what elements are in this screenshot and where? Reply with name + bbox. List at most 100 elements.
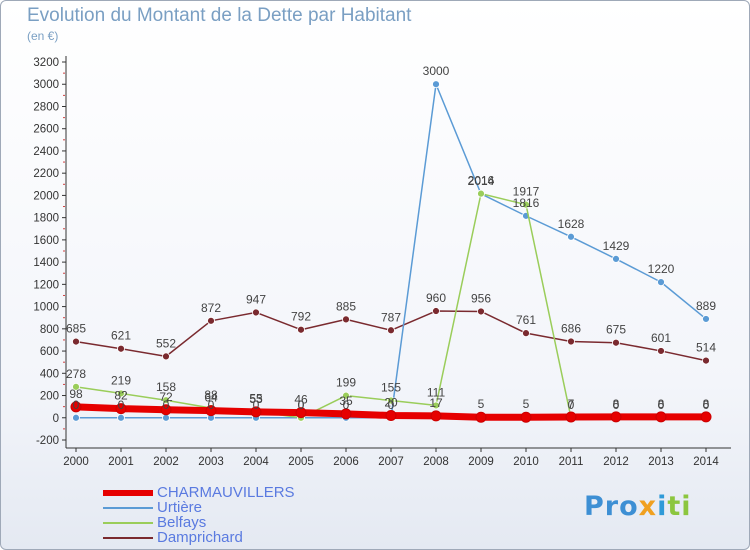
data-label-1: 0 <box>208 398 215 412</box>
data-label-1: 0 <box>343 398 350 412</box>
series-point-0 <box>475 411 487 423</box>
series-point-1 <box>567 232 575 241</box>
data-label-0: 8 <box>703 397 710 411</box>
series-point-0 <box>610 411 622 423</box>
data-label-3: 956 <box>471 291 491 305</box>
data-label-3: 960 <box>426 291 446 305</box>
x-tick-label: 2007 <box>378 456 404 468</box>
data-label-0: 35 <box>339 394 353 408</box>
data-label-3: 686 <box>561 321 581 335</box>
series-point-1 <box>117 413 125 422</box>
data-label-2: 155 <box>381 381 401 395</box>
series-point-3 <box>342 315 350 324</box>
y-tick-label: 2600 <box>33 124 59 136</box>
legend-label: CHARMAUVILLERS <box>157 484 295 501</box>
data-label-2: 1917 <box>513 185 540 199</box>
series-point-3 <box>477 307 485 316</box>
data-label-1: 0 <box>298 398 305 412</box>
x-tick-label: 2012 <box>603 456 629 468</box>
data-label-0: 8 <box>658 397 665 411</box>
data-label-3: 872 <box>201 301 221 315</box>
data-label-0: 46 <box>294 393 308 407</box>
y-tick-label: 0 <box>53 413 59 425</box>
series-point-3 <box>162 352 170 361</box>
data-label-3: 601 <box>651 331 671 345</box>
y-tick-label: 2400 <box>33 146 59 158</box>
series-point-3 <box>387 326 395 335</box>
y-tick-label: 2000 <box>33 190 59 202</box>
y-tick-label: 200 <box>40 391 59 403</box>
series-point-2 <box>522 200 530 209</box>
data-label-2: 0 <box>703 398 710 412</box>
series-point-1 <box>72 413 80 422</box>
data-label-1: 1220 <box>648 262 675 276</box>
data-label-3: 792 <box>291 310 311 324</box>
series-point-1 <box>162 413 170 422</box>
legend-label: Urtière <box>157 499 203 516</box>
chart-subtitle: (en €) <box>27 29 59 43</box>
y-tick-label: 2200 <box>33 168 59 180</box>
series-point-3 <box>297 325 305 334</box>
series-point-3 <box>612 338 620 347</box>
series-point-3 <box>207 316 215 325</box>
series-point-2 <box>117 389 125 398</box>
data-label-2: 0 <box>613 398 620 412</box>
data-label-0: 5 <box>478 397 485 411</box>
data-label-3: 675 <box>606 323 626 337</box>
y-tick-label: -200 <box>36 435 59 447</box>
y-tick-label: 800 <box>40 324 59 336</box>
data-label-0: 98 <box>69 387 83 401</box>
x-tick-label: 2005 <box>288 456 314 468</box>
data-label-1: 0 <box>253 398 260 412</box>
series-point-0 <box>520 411 532 423</box>
data-label-3: 761 <box>516 313 536 327</box>
legend-swatch-urtiere <box>103 507 153 509</box>
series-point-3 <box>657 347 665 355</box>
x-tick-label: 2010 <box>513 456 539 468</box>
legend-item-belfays: Belfays <box>103 515 363 530</box>
data-label-3: 514 <box>696 341 716 355</box>
y-tick-label: 400 <box>40 368 59 380</box>
legend: CHARMAUVILLERS Urtière Belfays Dampricha… <box>103 485 363 545</box>
y-tick-label: 1600 <box>33 235 59 247</box>
series-point-1 <box>657 278 665 287</box>
series-point-0 <box>655 411 667 423</box>
series-point-2 <box>477 189 485 198</box>
data-label-0: 20 <box>384 396 398 410</box>
data-label-2: 278 <box>66 367 86 381</box>
y-tick-label: 1400 <box>33 257 59 269</box>
series-point-2 <box>387 396 395 405</box>
data-label-2: 2016 <box>468 174 495 188</box>
data-label-0: 5 <box>523 397 530 411</box>
series-point-3 <box>117 344 125 353</box>
legend-label: Damprichard <box>157 529 243 546</box>
data-label-0: 53 <box>249 392 263 406</box>
data-label-0: 17 <box>429 396 443 410</box>
series-point-3 <box>432 307 440 315</box>
data-label-1: 889 <box>696 299 716 313</box>
series-point-0 <box>430 410 442 422</box>
data-label-1: 1628 <box>558 217 585 231</box>
y-tick-label: 1000 <box>33 302 59 314</box>
series-point-0 <box>250 406 262 418</box>
data-label-2: 0 <box>658 398 665 412</box>
data-label-1: 2014 <box>468 174 495 188</box>
series-point-0 <box>565 411 577 423</box>
legend-swatch-charmauvillers <box>103 490 153 496</box>
series-point-2 <box>162 396 170 405</box>
series-point-1 <box>432 80 440 89</box>
x-tick-label: 2001 <box>108 456 134 468</box>
legend-label: Belfays <box>157 514 207 531</box>
x-tick-label: 2004 <box>243 456 269 468</box>
series-point-0 <box>700 411 712 423</box>
series-point-3 <box>522 329 530 338</box>
data-label-2: 111 <box>427 385 446 399</box>
data-label-1: 3000 <box>423 64 450 78</box>
series-point-0 <box>205 405 217 417</box>
y-tick-label: 3200 <box>33 57 59 69</box>
data-label-0: 82 <box>114 389 128 403</box>
series-point-3 <box>567 337 575 346</box>
y-tick-label: 1800 <box>33 213 59 225</box>
